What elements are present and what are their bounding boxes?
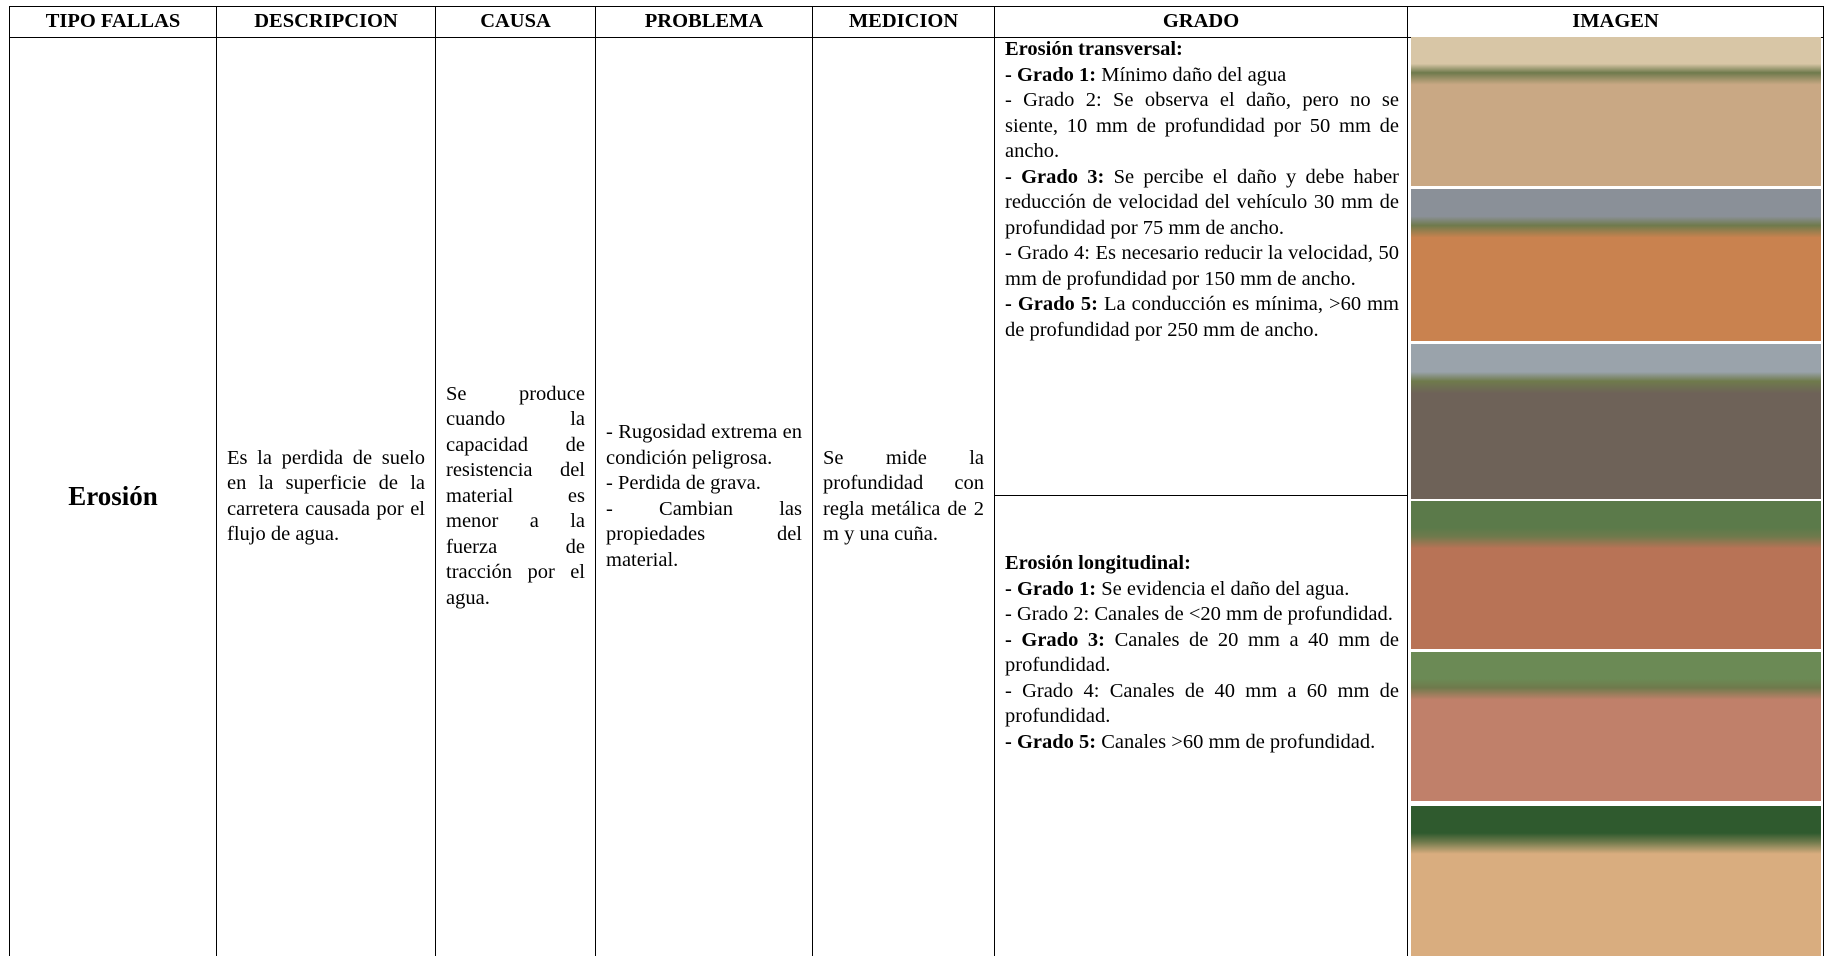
grado-desc: - Grado 4: Es necesario reducir la veloc…	[1005, 242, 1399, 290]
grado-desc: - Grado 2: Se observa el daño, pero no s…	[1005, 89, 1399, 162]
grado-desc: Mínimo daño del agua	[1101, 63, 1287, 86]
grado-label: - Grado 5:	[1005, 730, 1097, 753]
grado-desc: Canales de 20 mm a 40 mm de profundidad.	[1005, 628, 1399, 677]
column-header: PROBLEMA	[595, 6, 812, 38]
grado-desc: Se percibe el daño y debe haber reducció…	[1005, 165, 1399, 239]
grado-item: - Grado 1: Se evidencia el daño del agua…	[1005, 577, 1399, 603]
grado-section: Erosión longitudinal: - Grado 1: Se evide…	[995, 495, 1407, 956]
causa-cell: Se produce cuando la capacidad de resist…	[435, 37, 595, 956]
grado-item: - Grado 2: Canales de <20 mm de profundi…	[1005, 602, 1399, 628]
grado-title: Erosión longitudinal:	[1005, 552, 1191, 574]
road-photo	[1411, 806, 1821, 956]
grado-item: - Grado 3: Canales de 20 mm a 40 mm de p…	[1005, 628, 1399, 679]
road-photo	[1411, 652, 1821, 801]
medicion-cell: Se mide la profundidad con regla metálic…	[812, 37, 994, 956]
grado-label: - Grado 3:	[1005, 628, 1105, 651]
medicion-text: Se mide la profundidad con regla metálic…	[823, 446, 984, 546]
grado-label: - Grado 5:	[1005, 293, 1098, 315]
grado-title: Erosión transversal:	[1005, 38, 1183, 60]
grado-item: - Grado 3: Se percibe el daño y debe hab…	[1005, 165, 1399, 242]
problema-item: - Rugosidad extrema en condición peligro…	[606, 421, 802, 469]
grado-desc: - Grado 4: Canales de 40 mm a 60 mm de p…	[1005, 679, 1399, 728]
grado-label: - Grado 1:	[1005, 63, 1097, 86]
descripcion-cell: Es la perdida de suelo en la superficie …	[216, 37, 435, 956]
imagen-cell	[1407, 37, 1824, 956]
grado-desc: - Grado 2: Canales de <20 mm de profundi…	[1005, 603, 1393, 625]
problema-item: - Cambian las propiedades del material.	[606, 497, 802, 571]
grado-label: - Grado 1:	[1005, 577, 1097, 600]
grado-label: - Grado 3:	[1005, 165, 1105, 188]
grado-item: - Grado 1: Mínimo daño del agua	[1005, 63, 1399, 89]
road-photo	[1411, 37, 1821, 186]
problema-cell: - Rugosidad extrema en condición peligro…	[595, 37, 812, 956]
grado-item: - Grado 5: La conducción es mínima, >60 …	[1005, 292, 1399, 343]
tipo-cell: Erosión	[9, 37, 216, 956]
causa-text: Se produce cuando la capacidad de resist…	[446, 382, 585, 609]
grado-cell: Erosión transversal: - Grado 1: Mínimo da…	[994, 37, 1407, 956]
descripcion-text: Es la perdida de suelo en la superficie …	[227, 446, 425, 546]
column-header: DESCRIPCION	[216, 6, 435, 38]
grado-desc: La conducción es mínima, >60 mm de profu…	[1005, 293, 1399, 341]
problema-list: - Rugosidad extrema en condición peligro…	[606, 420, 802, 573]
road-photo	[1411, 501, 1821, 649]
column-header: TIPO FALLAS	[9, 6, 216, 38]
grado-desc: Canales >60 mm de profundidad.	[1101, 730, 1376, 753]
column-header: GRADO	[994, 6, 1407, 38]
grado-section: Erosión transversal: - Grado 1: Mínimo da…	[995, 37, 1407, 495]
grado-item: - Grado 4: Es necesario reducir la veloc…	[1005, 241, 1399, 292]
road-photo	[1411, 189, 1821, 341]
column-header: IMAGEN	[1407, 6, 1824, 38]
grado-desc: Se evidencia el daño del agua.	[1101, 577, 1350, 600]
tipo-text: Erosión	[68, 480, 158, 511]
grado-item: - Grado 5: Canales >60 mm de profundidad…	[1005, 730, 1399, 756]
problema-item: - Perdida de grava.	[606, 472, 761, 494]
grado-item: - Grado 4: Canales de 40 mm a 60 mm de p…	[1005, 679, 1399, 730]
road-photo	[1411, 344, 1821, 499]
column-header: CAUSA	[435, 6, 595, 38]
column-header: MEDICION	[812, 6, 994, 38]
grado-item: - Grado 2: Se observa el daño, pero no s…	[1005, 88, 1399, 165]
